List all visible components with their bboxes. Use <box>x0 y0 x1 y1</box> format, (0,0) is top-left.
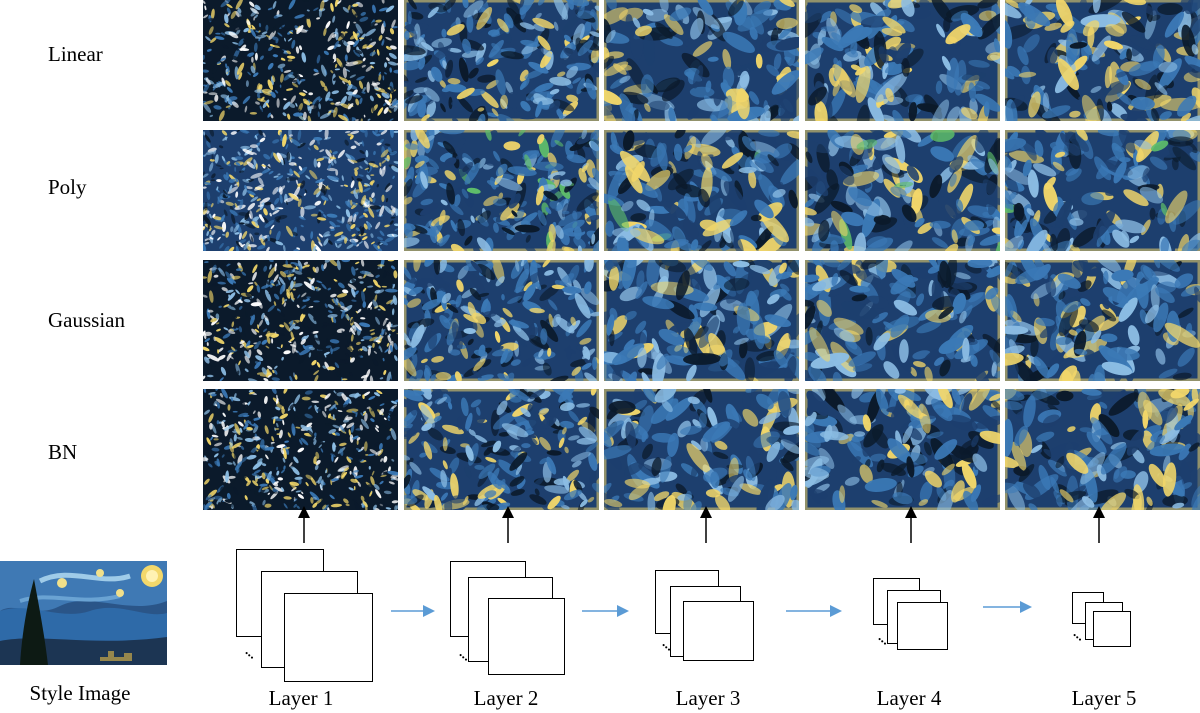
feature-map <box>1093 611 1131 647</box>
row-label-bn: BN <box>48 440 78 464</box>
texture-tile-bn-1 <box>203 389 398 510</box>
feature-map <box>683 601 754 661</box>
texture-tile-linear-3 <box>604 0 799 121</box>
texture-tile-poly-2 <box>404 130 599 251</box>
row-label-gaussian: Gaussian <box>48 308 125 332</box>
feature-map <box>488 598 565 675</box>
layer-label-4: Layer 4 <box>876 686 942 710</box>
texture-tile-linear-4 <box>805 0 1000 121</box>
style-image <box>0 561 167 665</box>
feature-map <box>284 593 373 682</box>
style-image-label: Style Image <box>29 681 131 705</box>
layer-label-2: Layer 2 <box>473 686 539 710</box>
texture-tile-bn-2 <box>404 389 599 510</box>
texture-tile-gaussian-5 <box>1005 260 1200 381</box>
texture-tile-gaussian-4 <box>805 260 1000 381</box>
texture-tile-poly-4 <box>805 130 1000 251</box>
row-label-poly: Poly <box>48 175 87 199</box>
layer-label-5: Layer 5 <box>1071 686 1137 710</box>
row-label-linear: Linear <box>48 42 103 66</box>
texture-tile-gaussian-1 <box>203 260 398 381</box>
texture-tile-linear-1 <box>203 0 398 121</box>
layer-label-1: Layer 1 <box>268 686 334 710</box>
texture-tile-bn-3 <box>604 389 799 510</box>
texture-tile-poly-1 <box>203 130 398 251</box>
feature-map <box>897 602 948 650</box>
texture-tile-bn-5 <box>1005 389 1200 510</box>
texture-tile-gaussian-3 <box>604 260 799 381</box>
starry-night-thumbnail <box>0 561 167 665</box>
texture-tile-linear-5 <box>1005 0 1200 121</box>
texture-tile-gaussian-2 <box>404 260 599 381</box>
texture-tile-poly-5 <box>1005 130 1200 251</box>
texture-tile-bn-4 <box>805 389 1000 510</box>
texture-tile-linear-2 <box>404 0 599 121</box>
texture-tile-poly-3 <box>604 130 799 251</box>
layer-label-3: Layer 3 <box>675 686 741 710</box>
